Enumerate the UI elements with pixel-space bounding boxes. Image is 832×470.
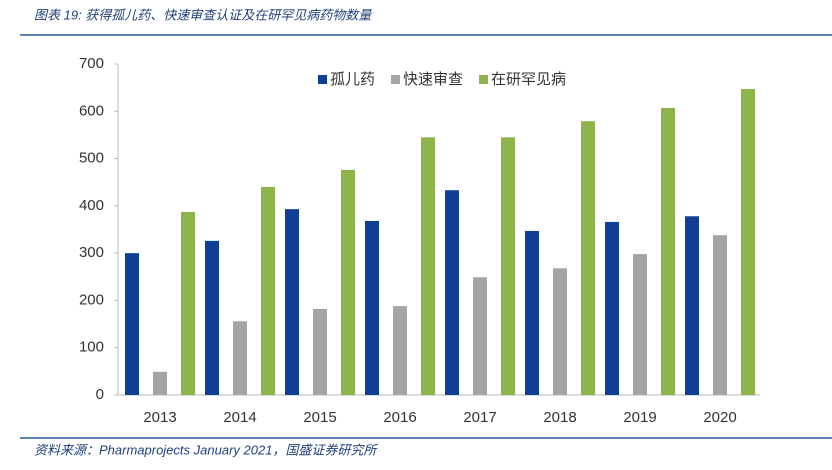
bar (341, 169, 355, 395)
x-tick-label: 2013 (143, 409, 176, 426)
bar (233, 321, 247, 395)
chart-title: 图表 19: 获得孤儿药、快速审查认证及在研罕见病药物数量 (34, 7, 373, 22)
y-tick-label: 0 (96, 386, 104, 403)
bar (205, 240, 219, 395)
y-tick-label: 100 (79, 339, 104, 356)
bar (685, 216, 699, 395)
bar (393, 306, 407, 395)
x-tick-label: 2019 (623, 409, 656, 426)
source: 资料来源：Pharmaprojects January 2021，国盛证券研究所 (34, 442, 378, 457)
y-tick-label: 700 (79, 55, 104, 72)
bar (285, 209, 299, 395)
bar (553, 268, 567, 395)
x-tick-label: 2018 (543, 409, 576, 426)
bar (605, 221, 619, 395)
bar (713, 235, 727, 395)
bar (525, 230, 539, 395)
bar (633, 254, 647, 395)
y-tick-label: 400 (79, 197, 104, 214)
x-tick-label: 2016 (383, 409, 416, 426)
bar (445, 190, 459, 395)
bar (313, 308, 327, 395)
bar (741, 89, 755, 395)
bar (365, 220, 379, 395)
y-tick-label: 500 (79, 150, 104, 167)
bar (473, 277, 487, 395)
y-tick-label: 200 (79, 291, 104, 308)
bar (661, 107, 675, 396)
legend-label: 孤儿药 (330, 71, 375, 88)
bar (125, 253, 139, 395)
legend-swatch (391, 75, 401, 84)
bar (261, 186, 275, 395)
legend-swatch (479, 75, 489, 84)
bar (421, 137, 435, 396)
y-tick-label: 600 (79, 102, 104, 119)
x-tick-label: 2014 (223, 409, 256, 426)
legend-label: 快速审查 (403, 71, 463, 88)
x-tick-label: 2017 (463, 409, 496, 426)
x-tick-label: 2015 (303, 409, 336, 426)
legend-label: 在研罕见病 (491, 71, 566, 88)
x-tick-label: 2020 (703, 409, 736, 426)
bar (581, 121, 595, 396)
bar (181, 212, 195, 395)
bar (153, 371, 167, 395)
legend-swatch (318, 75, 327, 84)
bar (501, 137, 515, 396)
y-tick-label: 300 (79, 244, 104, 261)
